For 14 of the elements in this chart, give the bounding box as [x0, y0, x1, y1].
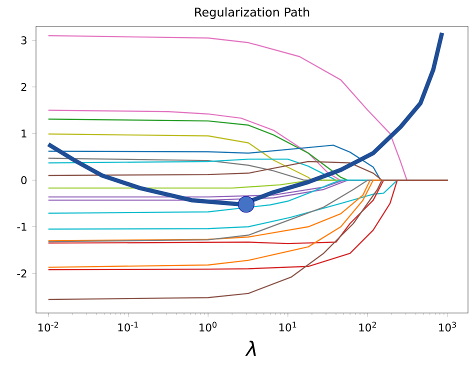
x-tick-label: 10$^{-1}$	[118, 322, 138, 332]
y-tick-label: -2	[17, 269, 26, 278]
x-tick-label: 10$^{3}$	[439, 322, 456, 332]
y-tick-label: 0	[21, 176, 27, 184]
x-axis-title: λ	[245, 340, 256, 356]
x-tick-label: 10$^{2}$	[359, 322, 376, 332]
x-tick-label: 10$^{1}$	[279, 322, 296, 332]
y-tick-label: -1	[17, 222, 26, 231]
y-tick-label: 3	[21, 36, 26, 44]
y-tick-label: 2	[21, 82, 26, 91]
y-tick-label: 1	[22, 130, 26, 138]
x-tick-label: 10$^{-2}$	[38, 322, 58, 332]
x-tick-label: 10$^{0}$	[200, 322, 217, 332]
chart-title: Regularization Path	[195, 7, 310, 19]
